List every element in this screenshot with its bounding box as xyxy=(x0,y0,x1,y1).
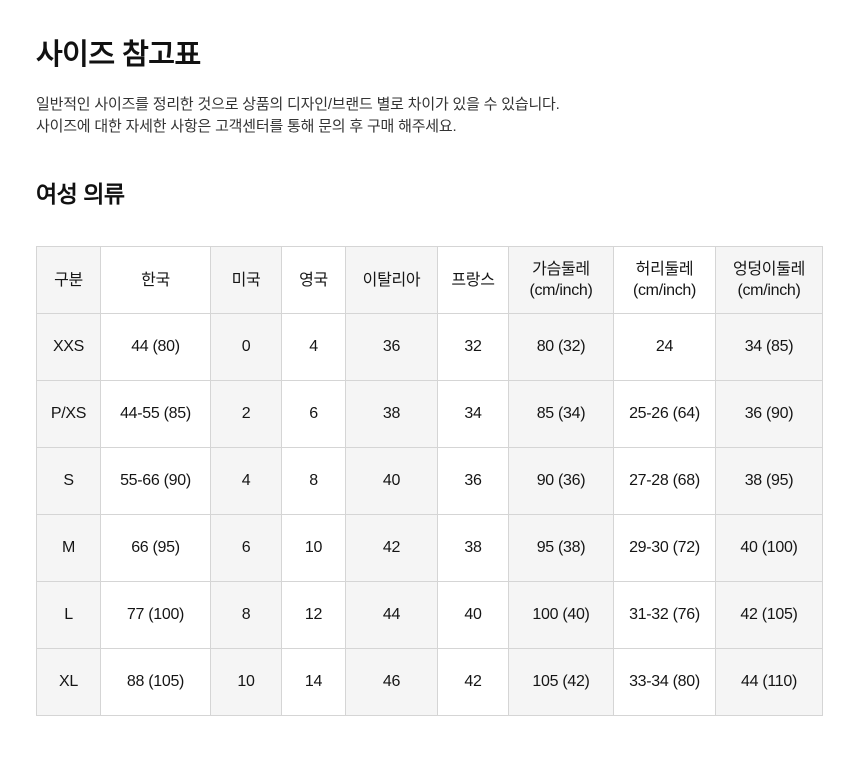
size-value-cell: 95 (38) xyxy=(508,514,614,582)
size-value-cell: 27-28 (68) xyxy=(613,447,716,515)
size-value-cell: 80 (32) xyxy=(508,313,614,381)
size-value-cell: 40 (100) xyxy=(715,514,823,582)
table-row: XL 88 (105) 10 14 46 42 105 (42) 33-34 (80) 44 (… xyxy=(36,648,823,716)
size-value-cell: 66 (95) xyxy=(100,514,211,582)
size-label-cell: L xyxy=(36,581,101,649)
page-description: 일반적인 사이즈를 정리한 것으로 상품의 디자인/브랜드 별로 차이가 있을 … xyxy=(36,94,824,137)
column-header: 이탈리아 xyxy=(345,246,438,314)
size-value-cell: 44-55 (85) xyxy=(100,380,211,448)
size-label-cell: XXS xyxy=(36,313,101,381)
size-value-cell: 40 xyxy=(345,447,438,515)
column-header: 가슴둘레 (cm/inch) xyxy=(508,246,614,314)
description-line-1: 일반적인 사이즈를 정리한 것으로 상품의 디자인/브랜드 별로 차이가 있을 … xyxy=(36,96,560,113)
section-title-womens-clothing: 여성 의류 xyxy=(36,181,125,207)
page-title: 사이즈 참고표 xyxy=(36,39,201,71)
size-value-cell: 36 (90) xyxy=(715,380,823,448)
column-header: 미국 xyxy=(210,246,282,314)
size-value-cell: 38 xyxy=(345,380,438,448)
size-label-cell: M xyxy=(36,514,101,582)
size-value-cell: 44 (110) xyxy=(715,648,823,716)
column-header: 영국 xyxy=(281,246,346,314)
size-value-cell: 4 xyxy=(210,447,282,515)
size-value-cell: 88 (105) xyxy=(100,648,211,716)
table-row: P/XS 44-55 (85) 2 6 38 34 85 (34) 25-26 (64) 36 … xyxy=(36,380,823,448)
size-table-header-row: 구분 한국 미국 영국 이탈리아 프랑스 가슴둘레 (cm/inch) 허리둘레 (cm/in… xyxy=(36,246,823,314)
size-value-cell: 38 xyxy=(437,514,509,582)
size-value-cell: 77 (100) xyxy=(100,581,211,649)
size-value-cell: 31-32 (76) xyxy=(613,581,716,649)
size-value-cell: 6 xyxy=(210,514,282,582)
size-value-cell: 2 xyxy=(210,380,282,448)
size-value-cell: 8 xyxy=(281,447,346,515)
size-value-cell: 85 (34) xyxy=(508,380,614,448)
size-value-cell: 100 (40) xyxy=(508,581,614,649)
column-header: 허리둘레 (cm/inch) xyxy=(613,246,716,314)
size-value-cell: 55-66 (90) xyxy=(100,447,211,515)
size-value-cell: 32 xyxy=(437,313,509,381)
size-value-cell: 42 (105) xyxy=(715,581,823,649)
size-value-cell: 90 (36) xyxy=(508,447,614,515)
size-label-cell: S xyxy=(36,447,101,515)
size-value-cell: 44 xyxy=(345,581,438,649)
size-value-cell: 6 xyxy=(281,380,346,448)
size-value-cell: 46 xyxy=(345,648,438,716)
size-label-cell: XL xyxy=(36,648,101,716)
size-value-cell: 40 xyxy=(437,581,509,649)
table-row: S 55-66 (90) 4 8 40 36 90 (36) 27-28 (68) 38 (95… xyxy=(36,447,823,515)
size-value-cell: 12 xyxy=(281,581,346,649)
size-value-cell: 4 xyxy=(281,313,346,381)
size-value-cell: 34 xyxy=(437,380,509,448)
table-row: L 77 (100) 8 12 44 40 100 (40) 31-32 (76) 42 (10… xyxy=(36,581,823,649)
size-table: 구분 한국 미국 영국 이탈리아 프랑스 가슴둘레 (cm/inch) 허리둘레 (cm/in… xyxy=(36,246,823,716)
table-row: M 66 (95) 6 10 42 38 95 (38) 29-30 (72) 40 (100) xyxy=(36,514,823,582)
size-value-cell: 25-26 (64) xyxy=(613,380,716,448)
size-value-cell: 42 xyxy=(437,648,509,716)
size-value-cell: 10 xyxy=(210,648,282,716)
size-value-cell: 34 (85) xyxy=(715,313,823,381)
table-row: XXS 44 (80) 0 4 36 32 80 (32) 24 34 (85) xyxy=(36,313,823,381)
size-label-cell: P/XS xyxy=(36,380,101,448)
size-value-cell: 38 (95) xyxy=(715,447,823,515)
size-value-cell: 29-30 (72) xyxy=(613,514,716,582)
size-value-cell: 0 xyxy=(210,313,282,381)
size-value-cell: 8 xyxy=(210,581,282,649)
size-value-cell: 44 (80) xyxy=(100,313,211,381)
size-table-body: XXS 44 (80) 0 4 36 32 80 (32) 24 34 (85) P/XS 44-5… xyxy=(36,313,823,716)
column-header: 엉덩이둘레 (cm/inch) xyxy=(715,246,823,314)
size-value-cell: 14 xyxy=(281,648,346,716)
description-line-2: 사이즈에 대한 자세한 사항은 고객센터를 통해 문의 후 구매 해주세요. xyxy=(36,117,457,135)
size-value-cell: 42 xyxy=(345,514,438,582)
size-value-cell: 24 xyxy=(613,313,716,381)
column-header: 프랑스 xyxy=(437,246,509,314)
size-value-cell: 105 (42) xyxy=(508,648,614,716)
column-header: 한국 xyxy=(100,246,211,314)
column-header: 구분 xyxy=(36,246,101,314)
size-value-cell: 36 xyxy=(345,313,438,381)
size-value-cell: 10 xyxy=(281,514,346,582)
size-value-cell: 33-34 (80) xyxy=(613,648,716,716)
size-value-cell: 36 xyxy=(437,447,509,515)
